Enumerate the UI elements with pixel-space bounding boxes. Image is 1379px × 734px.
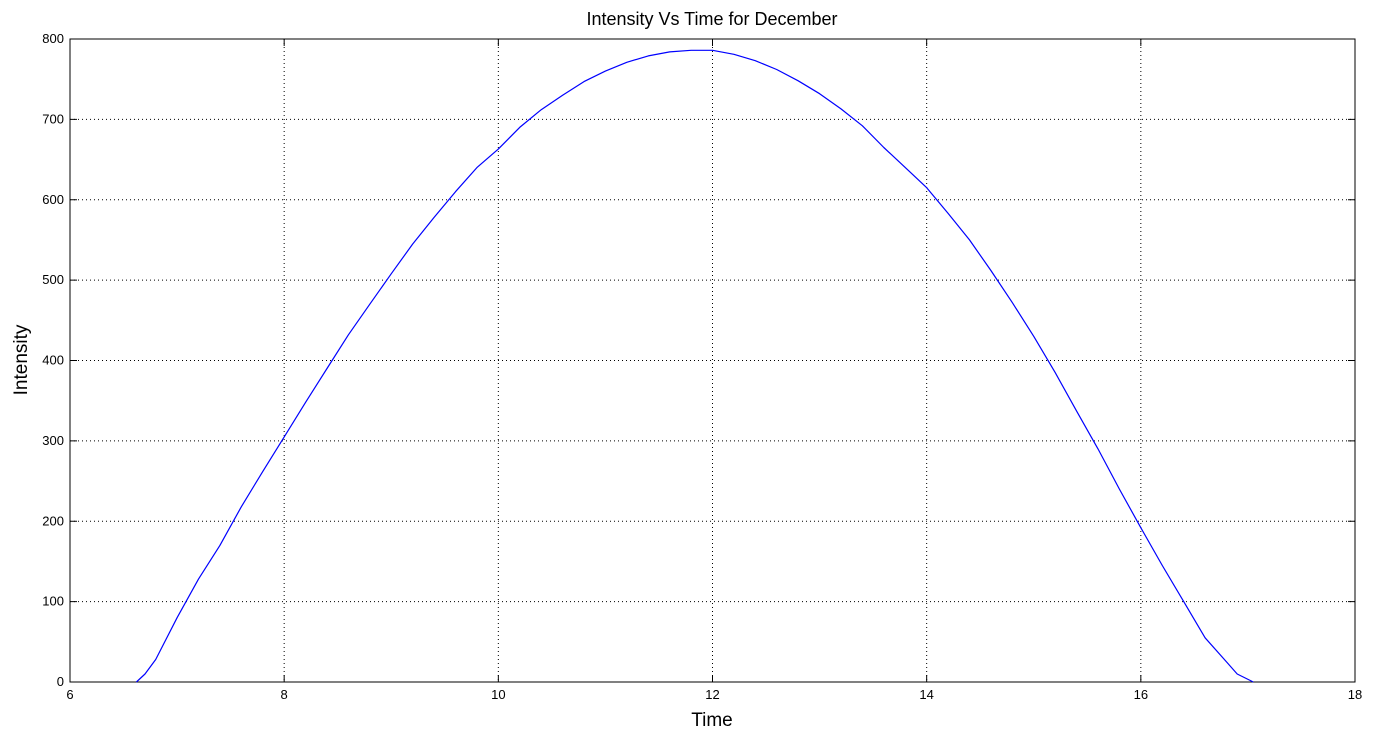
y-tick-label: 300: [42, 433, 64, 448]
x-tick-labels: 6 8 10 12 14 16 18: [66, 687, 1362, 702]
x-tick-label: 18: [1348, 687, 1362, 702]
chart-title: Intensity Vs Time for December: [586, 9, 837, 29]
grid-lines: [70, 39, 1355, 682]
y-axis-label: Intensity: [11, 324, 32, 395]
x-tick-label: 10: [491, 687, 505, 702]
y-tick-labels: 0 100 200 300 400 500 600 700 800: [42, 31, 64, 689]
axis-ticks: [69, 38, 1356, 683]
series-line: [135, 49, 1254, 683]
series-lines: [135, 49, 1254, 683]
x-tick-label: 12: [705, 687, 719, 702]
y-tick-label: 500: [42, 272, 64, 287]
y-tick-label: 700: [42, 111, 64, 126]
x-axis-label: Time: [691, 710, 733, 731]
y-tick-label: 800: [42, 31, 64, 46]
x-tick-label: 16: [1134, 687, 1148, 702]
x-tick-label: 8: [281, 687, 288, 702]
y-tick-label: 400: [42, 353, 64, 368]
y-tick-label: 0: [57, 674, 64, 689]
x-tick-label: 6: [66, 687, 73, 702]
y-tick-label: 200: [42, 513, 64, 528]
y-tick-label: 600: [42, 192, 64, 207]
x-tick-label: 14: [919, 687, 933, 702]
y-tick-label: 100: [42, 594, 64, 609]
